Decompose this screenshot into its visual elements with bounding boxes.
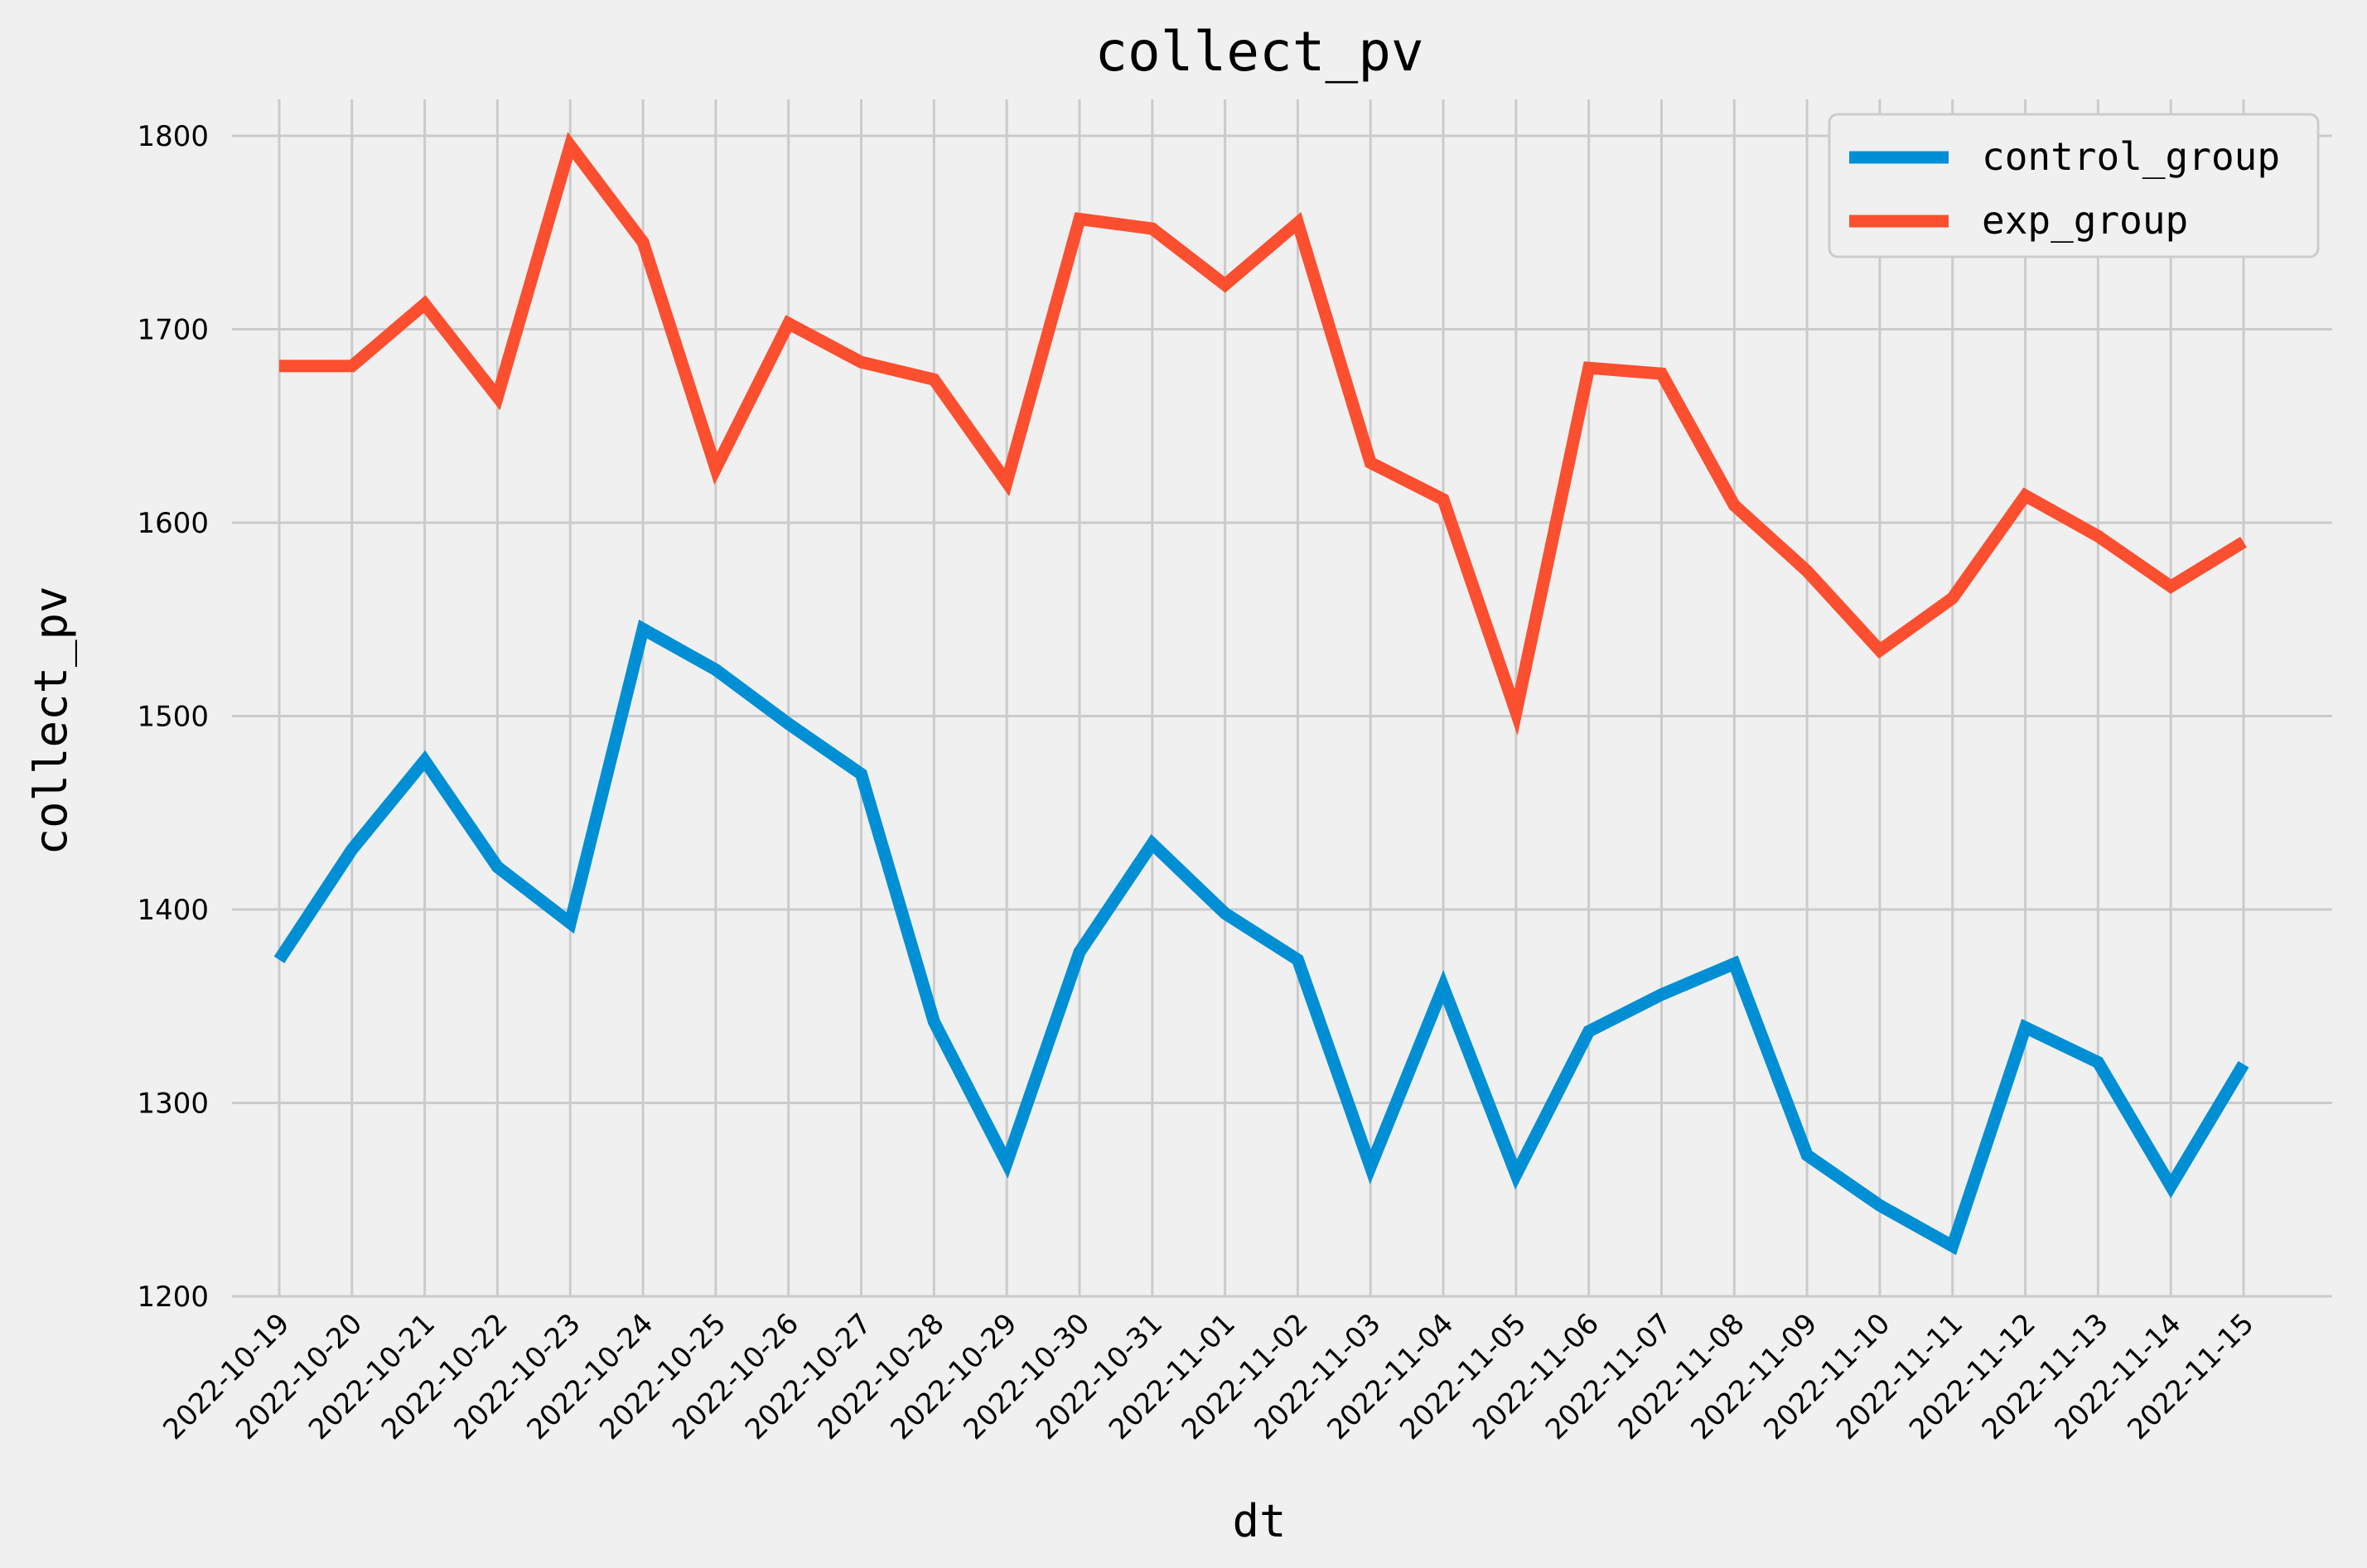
data-point [1588,1030,1590,1032]
data-point [569,145,571,147]
data-point [642,628,644,630]
series-line-control-group [273,620,2249,1256]
data-point [1660,373,1662,374]
data-point [1152,843,1153,845]
data-point [861,361,862,363]
data-point [1225,913,1226,914]
data-point [2097,1061,2099,1063]
data-point [2025,495,2026,496]
data-point [642,241,644,243]
data-point [2243,541,2244,543]
data-point [278,959,280,961]
y-tick-label: 1200 [137,1281,209,1314]
data-point [1806,570,1808,572]
data-point [1952,597,1954,599]
data-point [788,723,790,725]
data-point [1369,1166,1371,1168]
data-point [1297,959,1298,961]
data-point [1733,504,1735,506]
data-point [788,322,790,324]
y-tick-label: 1800 [137,120,209,153]
y-tick-labels: 1200 1300 1400 1500 1600 1700 1800 [137,120,209,1314]
data-point [861,774,862,775]
data-point [1442,499,1444,500]
data-point [715,668,717,670]
data-point [424,303,426,305]
data-point [1806,1155,1808,1156]
data-point [715,468,717,470]
data-point [1079,218,1080,220]
data-point [1952,1245,1954,1247]
data-point [1006,1162,1007,1164]
legend-box [1828,113,2320,258]
y-tick-label: 1500 [137,701,209,734]
series-lines [273,132,2249,1256]
y-tick-label: 1700 [137,314,209,347]
data-point [2097,535,2099,537]
data-point [496,396,498,398]
data-point [1879,1204,1881,1206]
series-line-exp-group [279,132,2247,736]
legend-label: control_group [1982,134,2280,179]
data-point [1079,951,1080,953]
data-point [1733,963,1735,964]
data-point [1515,1174,1517,1175]
data-point [496,866,498,868]
data-point [1588,367,1590,369]
data-point [2170,1185,2171,1187]
data-point [933,1020,935,1022]
chart-title: collect_pv [1094,20,1423,84]
data-point [424,760,426,761]
data-point [933,379,935,380]
legend-label: exp_group [1982,198,2188,243]
data-point [1515,712,1517,713]
y-tick-label: 1400 [137,894,209,927]
data-point [351,365,353,367]
data-point [1225,284,1226,286]
data-point [1442,986,1444,987]
data-point [1369,462,1371,464]
data-point [1152,228,1153,229]
data-point [1879,649,1881,651]
y-axis-label: collect_pv [25,586,77,855]
data-point [2243,1064,2244,1065]
data-point [351,849,353,851]
x-axis-label: dt [1232,1495,1286,1547]
data-point [1660,994,1662,996]
y-tick-label: 1600 [137,507,209,540]
data-point [2170,586,2171,587]
legend: control_group exp_group [1828,113,2320,258]
grid [232,99,2332,1298]
data-point [1297,222,1298,224]
data-point [2025,1026,2026,1028]
data-point [278,365,280,367]
data-point [1006,481,1007,483]
data-point [569,922,571,924]
y-tick-label: 1300 [137,1088,209,1121]
